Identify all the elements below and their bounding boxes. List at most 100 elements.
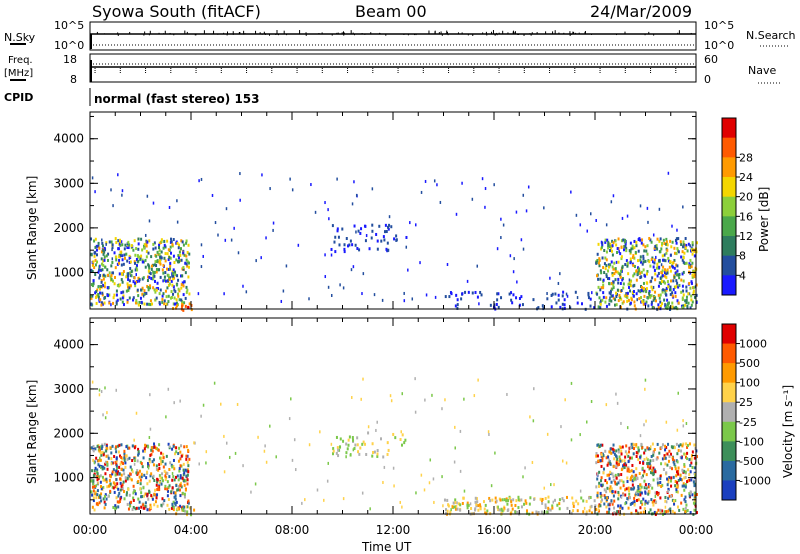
echo-cell: [693, 484, 696, 488]
echo-cell: [172, 254, 175, 258]
echo-cell: [175, 258, 178, 262]
echo-cell: [612, 475, 615, 479]
echo-cell: [119, 240, 122, 244]
echo-cell: [488, 496, 491, 500]
echo-cell: [158, 246, 161, 250]
echo-cell: [400, 443, 403, 447]
echo-cell: [163, 239, 166, 243]
echo-cell: [140, 491, 143, 495]
echo-cell: [663, 456, 666, 460]
echo-cell: [673, 446, 676, 450]
echo-cell: [143, 289, 146, 293]
echo-cell: [509, 497, 512, 501]
echo-cell: [676, 247, 679, 251]
echo-cell: [174, 501, 177, 505]
echo-cell: [390, 399, 393, 403]
echo-cell: [94, 250, 97, 254]
echo-cell: [360, 397, 362, 401]
echo-cell: [117, 247, 120, 251]
echo-cell: [461, 181, 463, 185]
echo-cell: [690, 303, 693, 307]
echo-cell: [114, 507, 117, 511]
echo-cell: [627, 272, 630, 276]
echo-cell: [499, 498, 502, 502]
x-tick-label: 12:00: [376, 523, 411, 537]
echo-cell: [150, 448, 153, 452]
echo-cell: [343, 247, 346, 251]
echo-cell: [570, 438, 573, 442]
echo-cell: [170, 240, 173, 244]
echo-cell: [615, 476, 618, 480]
echo-cell: [125, 491, 128, 495]
echo-cell: [658, 483, 661, 487]
echo-cell: [658, 451, 661, 455]
echo-cell: [647, 304, 650, 308]
echo-cell: [156, 478, 159, 482]
echo-cell: [533, 387, 535, 391]
colorbar-tick-label: 24: [739, 171, 753, 184]
echo-cell: [477, 504, 480, 508]
echo-cell: [650, 302, 653, 306]
echo-cell: [180, 444, 183, 448]
echo-cell: [100, 447, 103, 451]
echo-cell: [111, 243, 114, 247]
echo-cell: [220, 402, 222, 406]
echo-cell: [605, 403, 608, 407]
echo-cell: [148, 435, 151, 439]
echo-cell: [671, 467, 674, 471]
echo-cell: [159, 275, 162, 279]
echo-cell: [665, 288, 668, 292]
echo-cell: [361, 442, 364, 446]
echo-cell: [434, 295, 437, 299]
echo-cell: [154, 298, 157, 302]
echo-cell: [498, 508, 501, 512]
echo-cell: [105, 497, 108, 501]
echo-cell: [125, 275, 128, 279]
echo-cell: [93, 254, 96, 258]
echo-cell: [324, 201, 326, 205]
echo-cell: [90, 302, 93, 306]
echo-cell: [100, 499, 103, 503]
echo-cell: [117, 444, 120, 448]
echo-cell: [639, 255, 642, 259]
echo-cell: [185, 505, 188, 509]
echo-cell: [118, 472, 121, 476]
echo-cell: [423, 488, 426, 492]
echo-cell: [652, 473, 655, 477]
echo-cell: [620, 239, 623, 243]
echo-cell: [123, 490, 126, 494]
echo-cell: [626, 263, 629, 267]
echo-cell: [633, 500, 636, 504]
echo-cell: [688, 281, 691, 285]
echo-cell: [172, 292, 175, 296]
echo-cell: [664, 288, 667, 292]
echo-cell: [115, 450, 118, 454]
echo-cell: [127, 240, 130, 244]
echo-cell: [176, 241, 179, 245]
echo-cell: [674, 499, 677, 503]
echo-cell: [308, 443, 311, 447]
echo-cell: [671, 456, 674, 460]
echo-cell: [94, 273, 97, 277]
echo-cell: [156, 493, 159, 497]
echo-cell: [688, 265, 691, 269]
echo-cell: [335, 451, 338, 455]
echo-cell: [376, 449, 379, 453]
echo-cell: [415, 491, 417, 495]
echo-cell: [103, 466, 106, 470]
echo-cell: [178, 250, 181, 254]
echo-cell: [117, 450, 120, 454]
echo-cell: [649, 295, 652, 299]
echo-cell: [95, 301, 98, 305]
echo-cell: [615, 464, 618, 468]
echo-cell: [359, 446, 362, 450]
echo-cell: [684, 495, 687, 499]
echo-cell: [621, 506, 624, 510]
echo-cell: [664, 505, 667, 509]
echo-cell: [120, 278, 123, 282]
echo-cell: [645, 419, 647, 423]
echo-cell: [156, 480, 159, 484]
echo-cell: [537, 306, 540, 310]
echo-cell: [102, 413, 104, 417]
echo-cell: [467, 290, 470, 294]
